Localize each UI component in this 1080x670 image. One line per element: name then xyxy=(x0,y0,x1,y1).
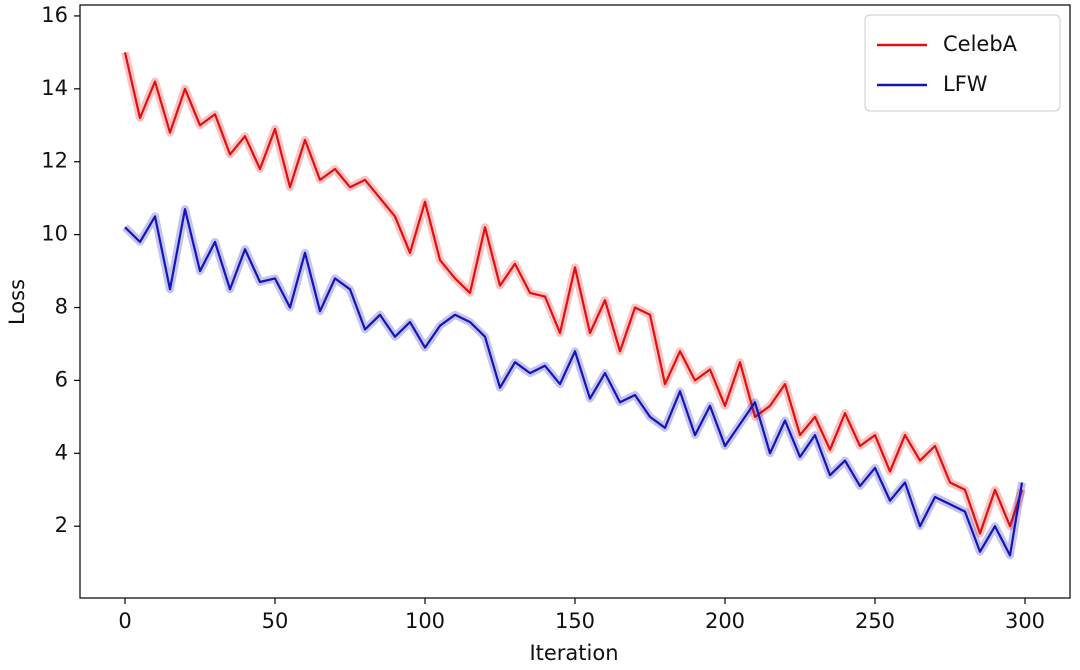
y-tick-label: 16 xyxy=(41,3,68,27)
x-tick-label: 150 xyxy=(555,609,595,633)
x-tick-label: 200 xyxy=(705,609,745,633)
y-tick-label: 4 xyxy=(55,440,68,464)
x-tick-label: 50 xyxy=(262,609,289,633)
x-tick-label: 100 xyxy=(405,609,445,633)
series-band xyxy=(122,205,1026,560)
x-tick-label: 250 xyxy=(855,609,895,633)
y-tick-label: 12 xyxy=(41,149,68,173)
y-tick-label: 10 xyxy=(41,222,68,246)
x-tick-label: 0 xyxy=(118,609,131,633)
legend-label: CelebA xyxy=(943,32,1018,56)
y-axis-label: Loss xyxy=(5,279,29,325)
plot-frame xyxy=(79,4,1071,599)
series-band xyxy=(121,51,1026,538)
legend-label: LFW xyxy=(943,72,988,96)
y-tick-label: 8 xyxy=(55,295,68,319)
series-line xyxy=(123,52,1024,535)
y-tick-label: 6 xyxy=(55,367,68,391)
x-axis-label: Iteration xyxy=(529,641,618,665)
series-line xyxy=(124,208,1024,557)
y-tick-label: 2 xyxy=(55,513,68,537)
legend-box xyxy=(864,14,1061,112)
x-tick-label: 300 xyxy=(1005,609,1045,633)
y-tick-label: 14 xyxy=(41,76,68,100)
